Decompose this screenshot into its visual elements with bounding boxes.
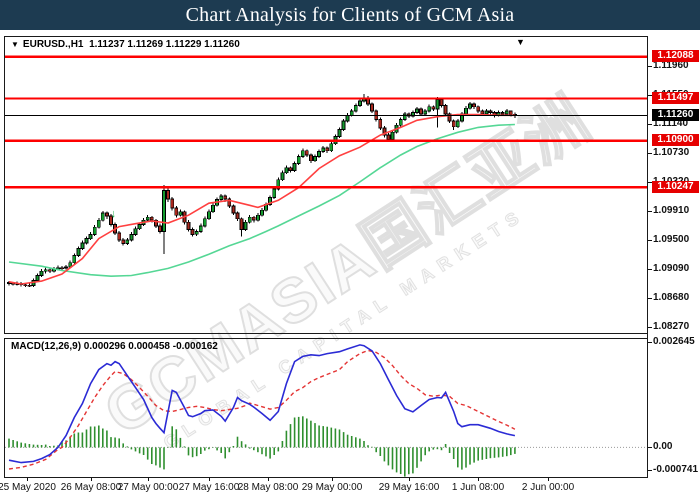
price-tick-label: 1.08680 xyxy=(653,292,690,303)
signal-arrow-icon: ↓ xyxy=(111,208,117,220)
macd-tick-mark xyxy=(648,342,652,343)
price-tick-mark xyxy=(648,298,652,299)
ma-slow-line xyxy=(8,123,515,278)
price-level-badge: 1.10247 xyxy=(652,181,699,193)
price-tick-mark xyxy=(648,66,652,67)
price-tick-label: 1.08270 xyxy=(653,321,690,332)
macd-histogram xyxy=(8,416,516,477)
price-tick-mark xyxy=(648,211,652,212)
current-price-badge: 1.11260 xyxy=(652,109,699,121)
macd-signal-line xyxy=(8,349,516,470)
level-lines[interactable] xyxy=(5,55,647,189)
price-tick-mark xyxy=(648,95,652,96)
time-axis-tick xyxy=(409,478,410,481)
price-tick-mark xyxy=(648,269,652,270)
time-axis-tick xyxy=(332,478,333,481)
price-tick-mark xyxy=(648,240,652,241)
chart-header: ▼ EURUSD.,H1 1.11237 1.11269 1.11229 1.11… xyxy=(11,39,240,50)
macd-chart xyxy=(5,344,647,477)
symbol-period-label: EURUSD.,H1 xyxy=(22,39,84,50)
time-axis-label: 2 Jun 00:00 xyxy=(521,482,575,493)
price-tick-label: 1.09090 xyxy=(653,263,690,274)
time-axis-tick xyxy=(268,478,269,481)
time-axis-label: 29 May 00:00 xyxy=(301,482,363,493)
time-axis-label: 27 May 16:00 xyxy=(178,482,240,493)
chart-shift-marker-icon[interactable]: ▼ xyxy=(516,37,525,47)
page-title: Chart Analysis for Clients of GCM Asia xyxy=(185,3,515,26)
macd-header: MACD(12,26,9) 0.000296 0.000458 -0.00016… xyxy=(11,341,218,352)
time-axis-label: 29 May 16:00 xyxy=(378,482,440,493)
scale-divider xyxy=(647,36,648,478)
price-tick-label: 1.10730 xyxy=(653,147,690,158)
time-axis-label: 26 May 08:00 xyxy=(60,482,122,493)
price-level-badge: 1.10900 xyxy=(652,134,699,146)
macd-tick-label: 0.002645 xyxy=(653,336,695,347)
time-axis-label: 28 May 08:00 xyxy=(237,482,299,493)
time-axis-label: 1 Jun 08:00 xyxy=(451,482,505,493)
price-tick-mark xyxy=(648,124,652,125)
ma-fast-line xyxy=(8,113,515,285)
time-axis-tick xyxy=(548,478,549,481)
symbol-dropdown-icon[interactable]: ▼ xyxy=(11,40,19,49)
price-tick-mark xyxy=(648,182,652,183)
price-level-badge: 1.11497 xyxy=(652,92,699,104)
price-level-badge: 1.12088 xyxy=(652,50,699,62)
price-tick-label: 1.09910 xyxy=(653,205,690,216)
macd-tick-label: 0.00 xyxy=(653,441,673,452)
time-axis-tick xyxy=(91,478,92,481)
macd-tick-mark xyxy=(648,470,652,471)
time-axis-label: 27 May 00:00 xyxy=(117,482,179,493)
price-pane[interactable]: ↓ ▼ EURUSD.,H1 1.11237 1.11269 1.11229 1.… xyxy=(4,36,648,334)
ohlc-values: 1.11237 1.11269 1.11229 1.11260 xyxy=(89,39,240,50)
time-axis-label: 25 May 2020 xyxy=(0,482,56,493)
macd-pane[interactable]: MACD(12,26,9) 0.000296 0.000458 -0.00016… xyxy=(4,338,648,478)
time-axis-tick xyxy=(148,478,149,481)
time-axis-tick xyxy=(27,478,28,481)
price-tick-mark xyxy=(648,153,652,154)
price-chart: ↓ xyxy=(5,55,647,288)
price-tick-label: 1.09500 xyxy=(653,234,690,245)
price-tick-label: 1.10320 xyxy=(653,176,690,187)
macd-main-line xyxy=(8,344,516,464)
macd-tick-mark xyxy=(648,447,652,448)
candles xyxy=(7,94,517,288)
macd-tick-label: -0.000741 xyxy=(653,464,699,475)
price-tick-label: 1.11960 xyxy=(653,60,689,71)
title-bar: Chart Analysis for Clients of GCM Asia xyxy=(0,0,700,30)
time-axis-tick xyxy=(209,478,210,481)
price-tick-label: 1.11550 xyxy=(653,89,689,100)
price-tick-mark xyxy=(648,327,652,328)
price-tick-label: 1.11140 xyxy=(653,118,689,129)
time-axis-tick xyxy=(478,478,479,481)
